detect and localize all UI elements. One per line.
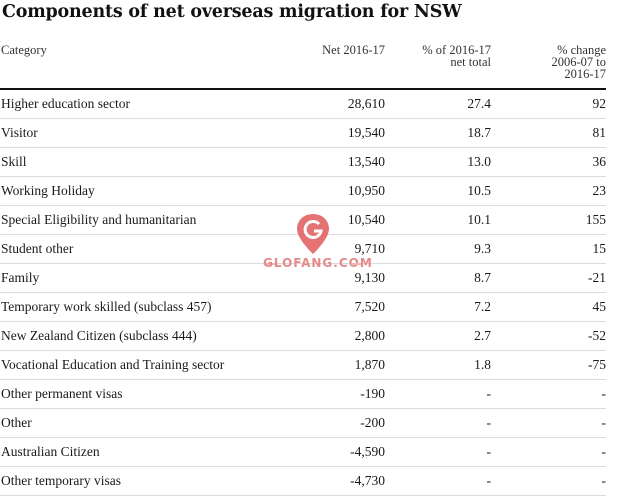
cell-pct-change: - — [491, 408, 606, 438]
cell-net: 2,800 — [283, 321, 385, 351]
cell-pct-change: 36 — [491, 147, 606, 177]
cell-pct-total: 9.3 — [385, 234, 491, 264]
cell-net: 10,950 — [283, 176, 385, 206]
cell-category: Other permanent visas — [0, 379, 283, 409]
table-row: Other permanent visas -190- - — [0, 379, 606, 409]
cell-net: 9,710 — [283, 234, 385, 264]
col-header-pct-change-label: % change 2006-07 to 2016-17 — [551, 43, 606, 81]
table-row: Higher education sector 28,610 27.4 92 — [0, 89, 606, 119]
cell-category: Special Eligibility and humanitarian — [0, 205, 283, 235]
cell-pct-change: -75 — [491, 350, 606, 380]
cell-pct-total: 18.7 — [385, 118, 491, 148]
col-header-pct-total: % of 2016-17 net total — [385, 42, 491, 90]
cell-category: Higher education sector — [0, 89, 283, 119]
cell-category: Working Holiday — [0, 176, 283, 206]
cell-pct-total: 8.7 — [385, 263, 491, 293]
cell-category: Visitor — [0, 118, 283, 148]
cell-pct-total: - — [385, 379, 491, 409]
cell-pct-total: 10.1 — [385, 205, 491, 235]
cell-category: Student other — [0, 234, 283, 264]
cell-category: Family — [0, 263, 283, 293]
cell-pct-total: 7.2 — [385, 292, 491, 322]
cell-pct-total: - — [385, 408, 491, 438]
table-row: New Zealand Citizen (subclass 444) 2,800 2… — [0, 321, 606, 351]
table-row: Family 9,130 8.7 -21 — [0, 263, 606, 293]
table-row: Student other 9,710 9.3 15 — [0, 234, 606, 264]
cell-pct-change: 92 — [491, 89, 606, 119]
cell-net: 9,130 — [283, 263, 385, 293]
cell-pct-total: - — [385, 437, 491, 467]
cell-category: Other — [0, 408, 283, 438]
cell-pct-change: -21 — [491, 263, 606, 293]
cell-pct-change: - — [491, 437, 606, 467]
cell-pct-change: 23 — [491, 176, 606, 206]
cell-category: Other temporary visas — [0, 466, 283, 496]
col-header-category: Category — [0, 42, 283, 90]
cell-pct-change: 81 — [491, 118, 606, 148]
cell-pct-change: 15 — [491, 234, 606, 264]
cell-net: 7,520 — [283, 292, 385, 322]
migration-table: Category Net 2016-17 % of 2016-17 net to… — [0, 42, 606, 496]
cell-pct-total: 27.4 — [385, 89, 491, 119]
table-row: Temporary work skilled (subclass 457) 7,5… — [0, 292, 606, 322]
table-header-row: Category Net 2016-17 % of 2016-17 net to… — [0, 42, 606, 90]
cell-pct-total: 10.5 — [385, 176, 491, 206]
cell-pct-total: 2.7 — [385, 321, 491, 351]
cell-category: Skill — [0, 147, 283, 177]
cell-net: 19,540 — [283, 118, 385, 148]
table-title: Components of net overseas migration for… — [2, 2, 462, 22]
cell-net: 13,540 — [283, 147, 385, 177]
col-header-pct-change: % change 2006-07 to 2016-17 — [491, 42, 606, 90]
cell-category: Australian Citizen — [0, 437, 283, 467]
cell-pct-change: -52 — [491, 321, 606, 351]
col-header-net: Net 2016-17 — [283, 42, 385, 90]
table-row: Visitor 19,540 18.7 81 — [0, 118, 606, 148]
cell-pct-total: 13.0 — [385, 147, 491, 177]
table-row: Other -200- - — [0, 408, 606, 438]
cell-net: -190 — [283, 379, 385, 409]
cell-net: 1,870 — [283, 350, 385, 380]
col-header-pct-total-label: % of 2016-17 net total — [422, 43, 491, 69]
table-row: Australian Citizen -4,590- - — [0, 437, 606, 467]
cell-pct-total: - — [385, 466, 491, 496]
cell-net: -200 — [283, 408, 385, 438]
cell-pct-change: - — [491, 466, 606, 496]
cell-pct-change: 155 — [491, 205, 606, 235]
table-row: Working Holiday 10,950 10.5 23 — [0, 176, 606, 206]
cell-pct-change: - — [491, 379, 606, 409]
table-row: Special Eligibility and humanitarian 10,5… — [0, 205, 606, 235]
cell-net: -4,590 — [283, 437, 385, 467]
cell-net: 28,610 — [283, 89, 385, 119]
table-row: Vocational Education and Training sector… — [0, 350, 606, 380]
cell-category: New Zealand Citizen (subclass 444) — [0, 321, 283, 351]
cell-category: Vocational Education and Training sector — [0, 350, 283, 380]
table-row: Other temporary visas -4,730- - — [0, 466, 606, 496]
cell-net: 10,540 — [283, 205, 385, 235]
cell-pct-total: 1.8 — [385, 350, 491, 380]
cell-pct-change: 45 — [491, 292, 606, 322]
table-row: Skill 13,540 13.0 36 — [0, 147, 606, 177]
cell-net: -4,730 — [283, 466, 385, 496]
cell-category: Temporary work skilled (subclass 457) — [0, 292, 283, 322]
